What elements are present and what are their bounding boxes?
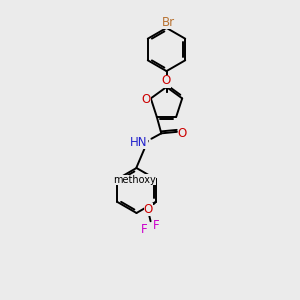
Text: O: O — [144, 203, 153, 216]
Text: Br: Br — [161, 16, 175, 29]
Text: F: F — [153, 219, 159, 232]
Text: O: O — [178, 127, 187, 140]
Text: O: O — [142, 174, 152, 187]
Text: methoxy: methoxy — [114, 175, 156, 185]
Text: O: O — [162, 74, 171, 88]
Text: O: O — [142, 93, 151, 106]
Text: HN: HN — [130, 136, 148, 149]
Text: F: F — [141, 223, 148, 236]
